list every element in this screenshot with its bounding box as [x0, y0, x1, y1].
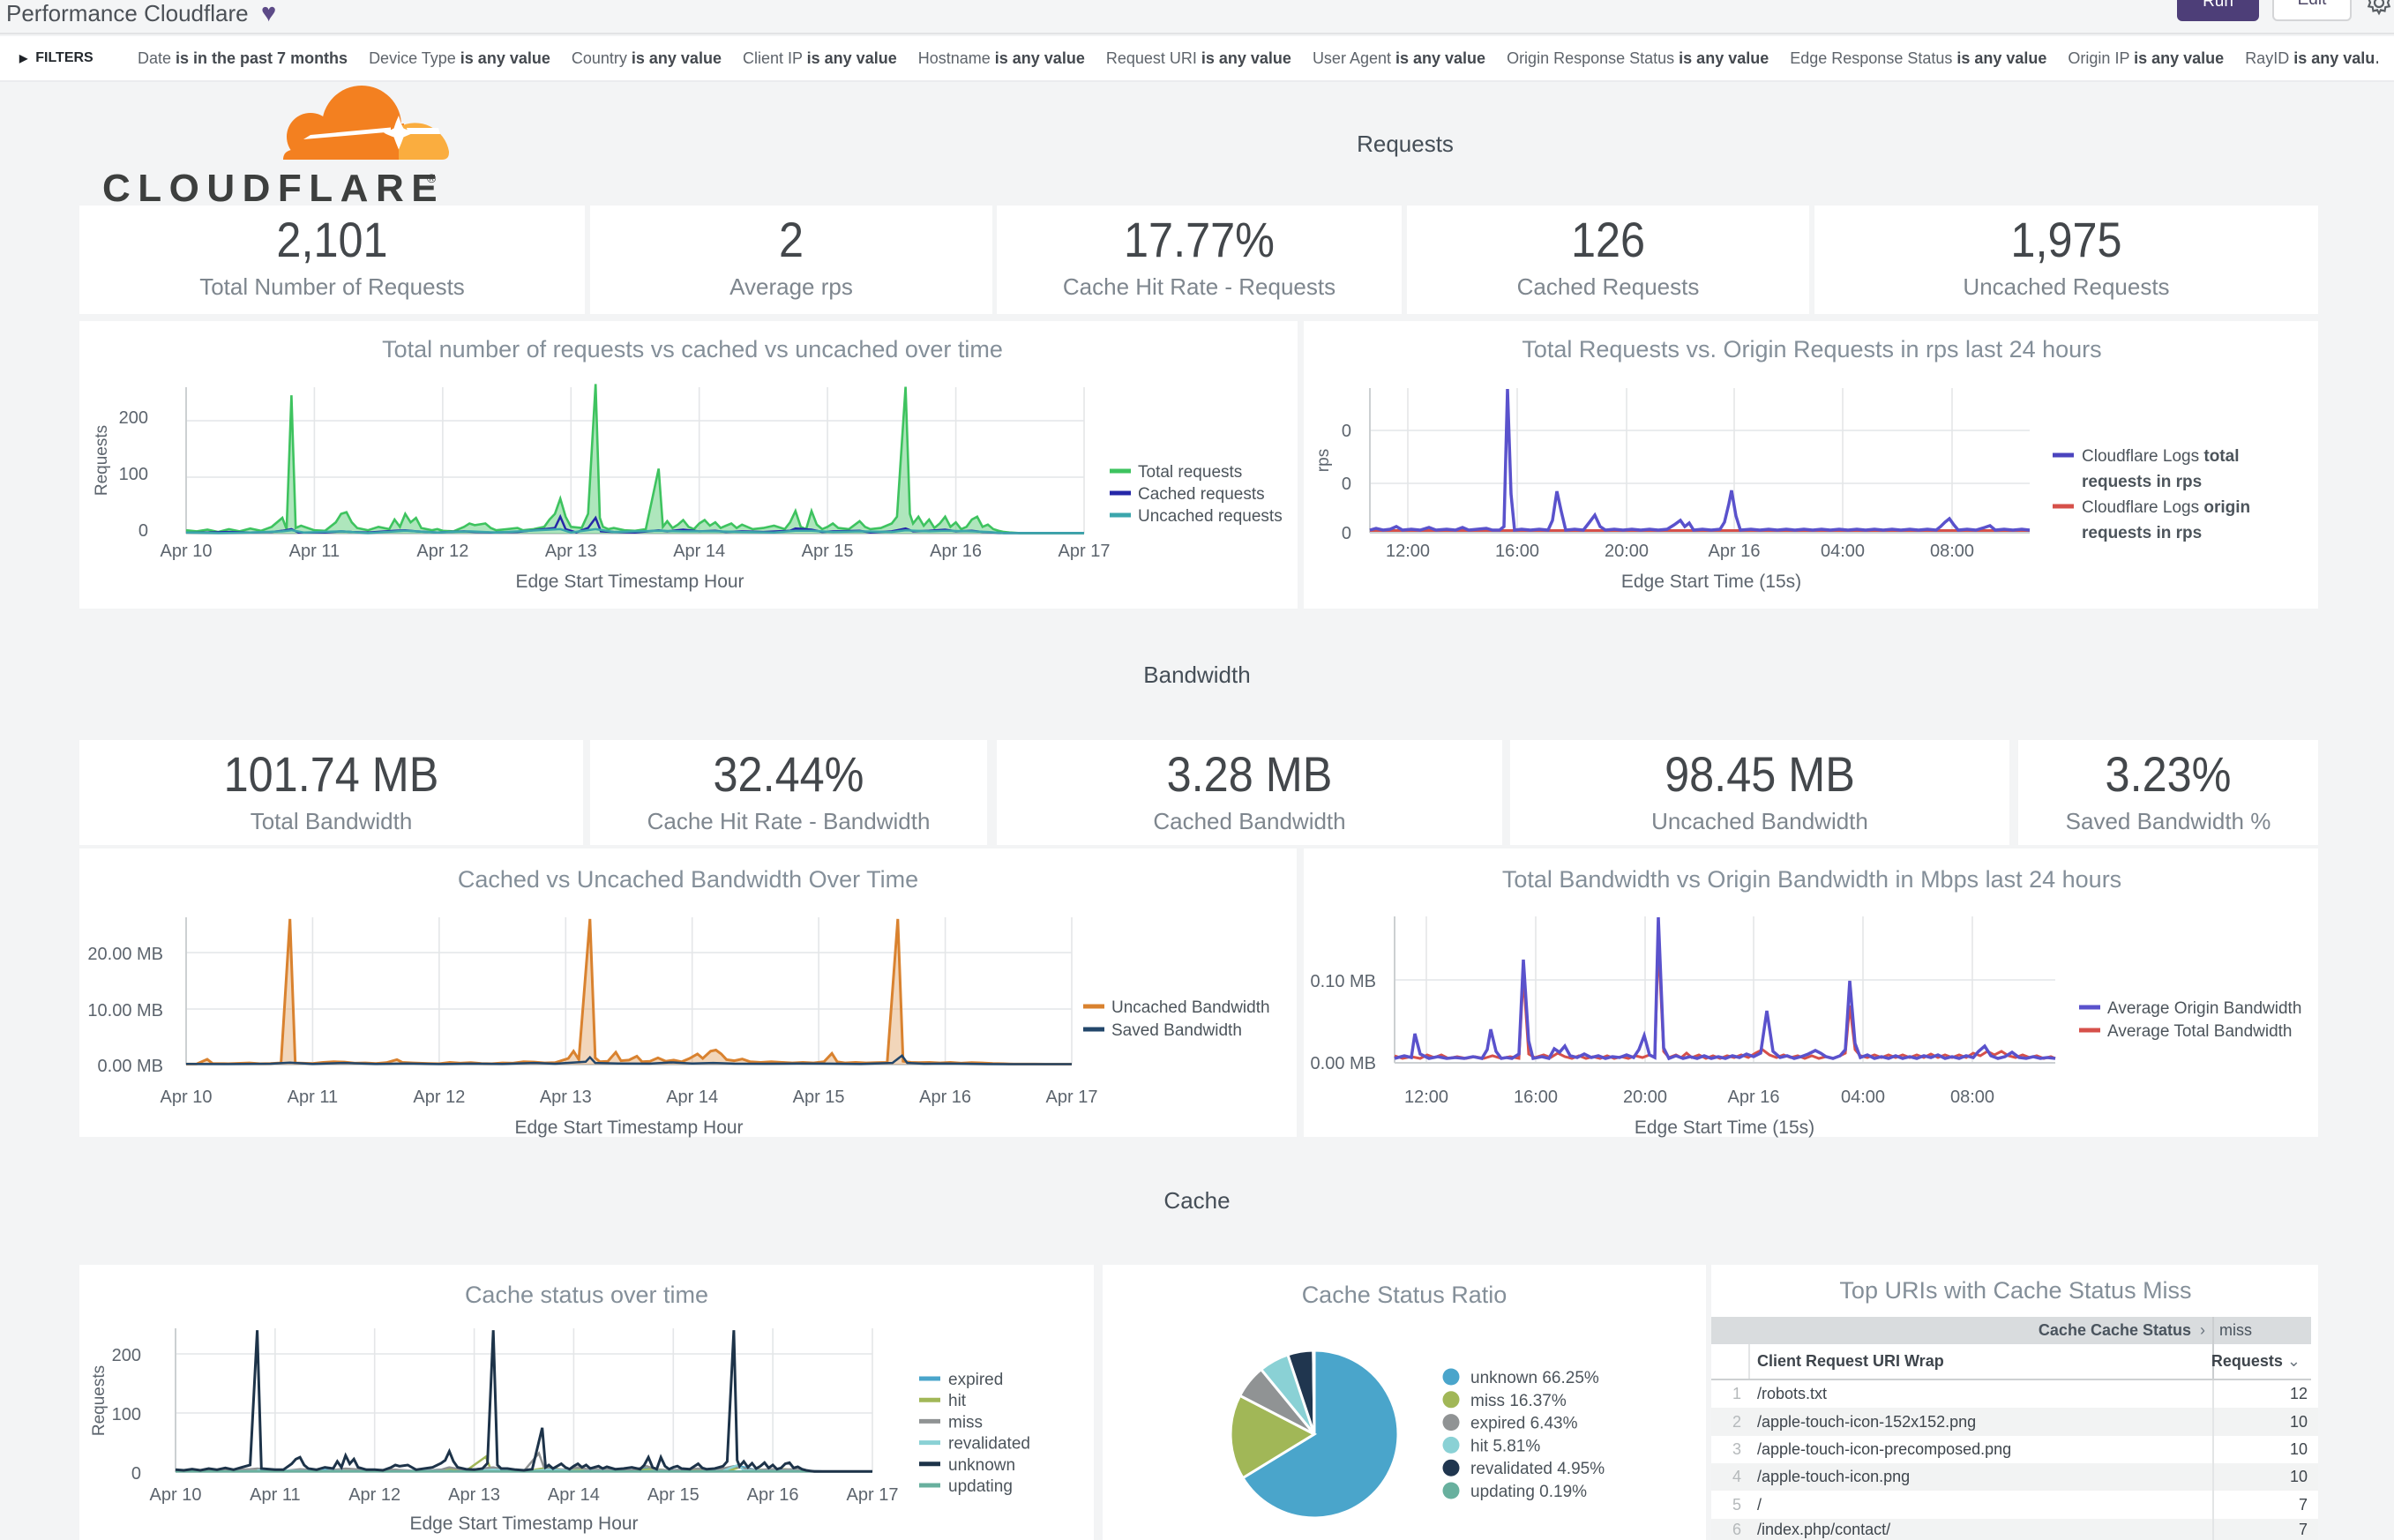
svg-text:CLOUDFLARE: CLOUDFLARE: [102, 167, 445, 210]
svg-text:®: ®: [427, 171, 437, 185]
